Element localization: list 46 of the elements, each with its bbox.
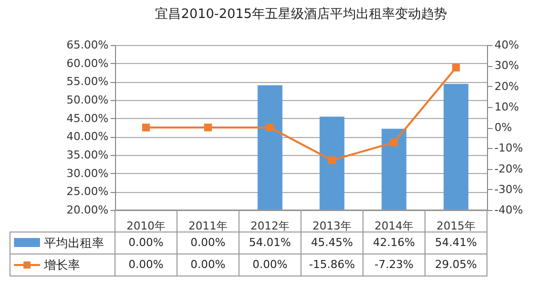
point: [266, 124, 274, 132]
x-tick-label: 2014年: [374, 220, 414, 232]
text: 0.00%: [128, 236, 164, 249]
y-tick-label: 20.00%: [66, 204, 108, 216]
y-tick-label: 50.00%: [66, 94, 108, 106]
data-label: 0.00%: [128, 258, 164, 271]
point: [142, 124, 150, 132]
y2-tick-label: 0%: [494, 121, 512, 134]
data-label: -7.23%: [374, 258, 414, 271]
x-tick-label: 2013年: [312, 220, 352, 232]
y2-tick-label: 40%: [494, 38, 519, 52]
y2-tick-label: -30%: [494, 182, 523, 196]
y-tick-label: 40.00%: [66, 130, 108, 144]
point: [452, 64, 460, 72]
point: [328, 156, 336, 164]
y2-tick-label: 30%: [494, 59, 519, 72]
y-tick-label: 60.00%: [66, 56, 108, 70]
y2-tick-label: -20%: [494, 162, 523, 176]
data-label: 0.00%: [190, 258, 226, 271]
y2-tick-label: -40%: [494, 204, 523, 216]
x-tick-label: 2015年: [436, 220, 476, 232]
text: 0.00%: [190, 236, 226, 249]
x-tick-label: 2010年: [126, 220, 166, 232]
data-label: 0.00%: [252, 258, 288, 271]
y-tick-label: 30.00%: [66, 166, 108, 180]
x-tick-label: 2011年: [188, 220, 228, 232]
legend-label: 增长率: [43, 258, 80, 272]
chart-title: 宜昌2010-2015年五星级酒店平均出租率变动趋势: [155, 6, 447, 22]
point: [390, 138, 398, 146]
y2-tick-label: -10%: [494, 142, 523, 155]
y-tick-label: 45.00%: [66, 112, 108, 125]
legend-label: 平均出租率: [44, 236, 104, 250]
y-tick-label: 25.00%: [66, 185, 108, 198]
y-tick-label: 55.00%: [66, 75, 108, 88]
y2-tick-label: 10%: [494, 100, 519, 114]
data-label: 45.45%: [311, 236, 353, 249]
point: [204, 124, 212, 132]
y-tick-label: 35.00%: [66, 148, 108, 162]
data-label: 29.05%: [435, 258, 477, 271]
data-label: 54.41%: [435, 236, 477, 249]
data-label: 42.16%: [373, 236, 415, 249]
y-tick-label: 65.00%: [66, 38, 108, 52]
y2-tick-label: 20%: [494, 80, 519, 93]
data-label: 54.01%: [249, 236, 291, 249]
data-label: -15.86%: [309, 258, 355, 271]
x-tick-label: 2012年: [250, 220, 290, 232]
